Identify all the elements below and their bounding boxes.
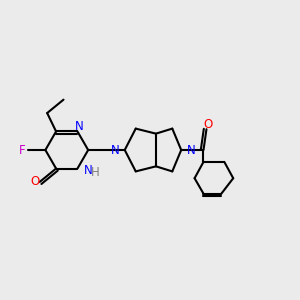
Text: F: F (19, 143, 26, 157)
Text: N: N (187, 143, 195, 157)
Text: O: O (203, 118, 213, 130)
Text: H: H (91, 167, 99, 179)
Text: N: N (111, 143, 119, 157)
Text: N: N (75, 120, 83, 133)
Text: N: N (84, 164, 93, 176)
Text: O: O (31, 176, 40, 188)
